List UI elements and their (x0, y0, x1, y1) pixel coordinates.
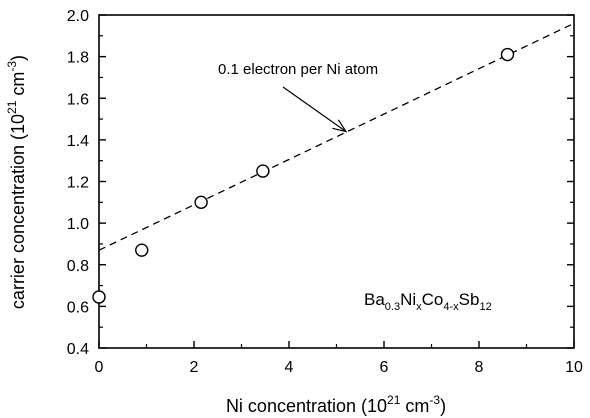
x-axis-label: Ni concentration (1021 cm-3) (226, 393, 446, 416)
fit-line (98, 22, 575, 251)
axis-ticks (98, 14, 575, 349)
data-point (194, 195, 208, 210)
data-points (92, 47, 515, 304)
y-tick-label: 1.0 (67, 216, 89, 233)
x-tick-label: 8 (475, 359, 484, 376)
annotation-arrowhead (332, 119, 348, 133)
data-point (135, 243, 149, 257)
y-tick-label: 1.4 (67, 133, 89, 150)
x-tick-label: 4 (285, 359, 294, 376)
compound-formula: Ba0.3NixCo4-xSb12 (364, 290, 492, 313)
data-point (500, 47, 515, 62)
y-tick-label: 1.6 (67, 91, 89, 108)
y-tick-label: 0.6 (67, 299, 89, 316)
annotation-label: 0.1 electron per Ni atom (218, 61, 378, 78)
x-tick-label: 10 (565, 359, 583, 376)
y-tick-label: 1.8 (67, 50, 89, 67)
y-axis-label: carrier concentration (1021 cm-3) (5, 55, 28, 309)
annotation-arrow (282, 86, 347, 133)
y-tick-label: 0.8 (67, 258, 89, 275)
data-point (256, 164, 270, 178)
y-tick-label: 0.4 (67, 341, 89, 358)
x-tick-label: 2 (190, 359, 199, 376)
x-tick-label: 6 (380, 359, 389, 376)
y-tick-label: 2.0 (67, 8, 89, 25)
data-point (92, 290, 106, 304)
axis-tick-labels: 0 2 4 6 8 10 0.4 0.6 0.8 1.0 1.2 1.4 1.6 1.8 2.0 (67, 8, 583, 376)
fit-line-group (98, 22, 575, 251)
x-tick-label: 0 (95, 359, 104, 376)
y-tick-label: 1.2 (67, 175, 89, 192)
